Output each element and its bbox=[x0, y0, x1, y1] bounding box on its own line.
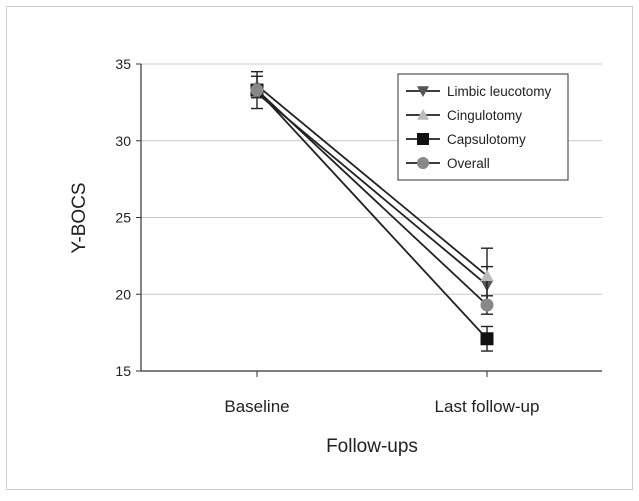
axes: 15 20 25 30 35 Baseline Last follow-up bbox=[115, 56, 602, 416]
x-tick-label: Baseline bbox=[224, 397, 289, 416]
legend-label: Overall bbox=[447, 156, 490, 171]
legend-item: Cingulotomy bbox=[406, 108, 522, 123]
legend-item: Capsulotomy bbox=[406, 132, 526, 147]
data-point bbox=[250, 83, 264, 97]
legend-item: Overall bbox=[406, 156, 490, 171]
data-point bbox=[480, 332, 494, 346]
x-tick-label: Last follow-up bbox=[435, 397, 540, 416]
legend-marker bbox=[417, 133, 429, 145]
series-line bbox=[256, 84, 488, 277]
y-tick-label: 35 bbox=[115, 56, 131, 72]
series-line bbox=[256, 89, 488, 340]
y-tick-label: 15 bbox=[115, 363, 131, 379]
y-axis-label: Y-BOCS bbox=[69, 182, 90, 253]
series-line bbox=[256, 89, 488, 306]
x-axis-label: Follow-ups bbox=[326, 436, 418, 457]
data-point bbox=[480, 269, 494, 282]
y-tick-label: 30 bbox=[115, 133, 131, 149]
legend-label: Capsulotomy bbox=[447, 132, 526, 147]
y-tick-label: 20 bbox=[115, 286, 131, 302]
legend-item: Limbic leucotomy bbox=[406, 84, 552, 99]
legend-label: Cingulotomy bbox=[447, 108, 522, 123]
y-tick-label: 25 bbox=[115, 210, 131, 226]
gridlines bbox=[141, 63, 602, 295]
legend-marker bbox=[417, 157, 429, 169]
series-layer bbox=[250, 70, 494, 352]
legend-marker bbox=[417, 109, 429, 120]
series-overall bbox=[250, 83, 494, 315]
legend: Limbic leucotomy Cingulotomy Capsulotomy Ov… bbox=[397, 73, 569, 181]
legend-label: Limbic leucotomy bbox=[447, 84, 552, 99]
legend-marker bbox=[417, 86, 429, 97]
data-point bbox=[480, 298, 494, 312]
